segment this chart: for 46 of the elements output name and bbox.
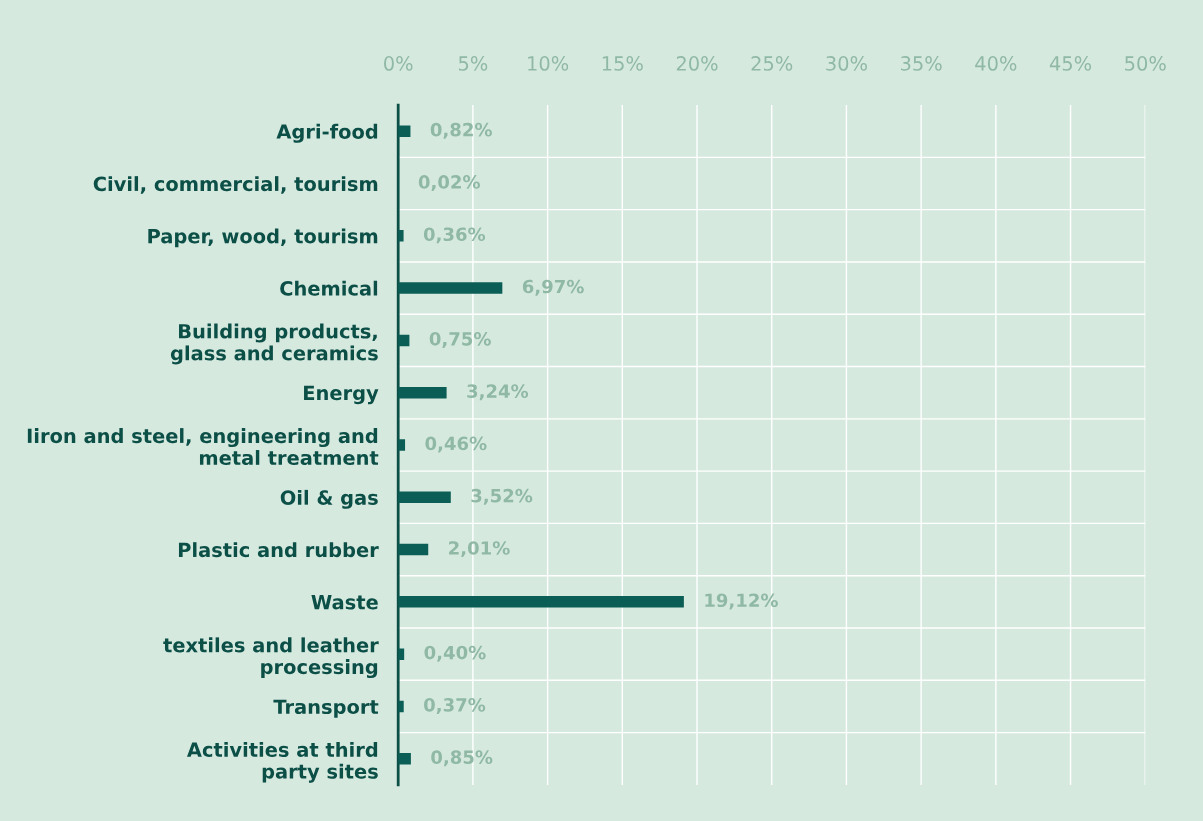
data-label: 3,24% (467, 384, 529, 401)
data-label: 0,46% (425, 436, 487, 453)
data-label: 0,40% (424, 645, 486, 662)
data-label: 3,52% (471, 488, 533, 505)
y-tick-label: Transport (273, 699, 379, 718)
bar (398, 491, 451, 504)
y-tick-label: Iiron and steel, engineering and metal treatment (27, 428, 379, 466)
data-label: 0,75% (429, 331, 491, 348)
x-tick-label: 30% (826, 56, 867, 71)
x-tick-label: 50% (1125, 56, 1166, 71)
data-label: 0,36% (423, 227, 486, 244)
y-tick-label: Agri-food (276, 123, 378, 143)
y-tick-label: Activities at third party sites (186, 741, 378, 783)
x-tick-label: 35% (901, 56, 942, 71)
bar (398, 125, 411, 137)
y-tick-label: Energy (304, 385, 379, 405)
data-label: 19,12% (705, 593, 778, 610)
bar (398, 543, 429, 556)
x-tick-label: 5% (458, 56, 488, 71)
data-label: 0,85% (431, 750, 493, 767)
y-tick-label: Civil, commercial, tourism (93, 176, 378, 194)
bar (398, 439, 406, 451)
bar (398, 596, 684, 608)
x-tick-label: 0% (384, 56, 413, 71)
data-label: 0,82% (430, 122, 492, 139)
x-tick-label: 25% (751, 56, 793, 71)
x-tick-label: 10% (528, 56, 569, 71)
y-tick-label: textiles and leather processing (163, 637, 379, 679)
bar (398, 752, 411, 765)
data-label: 6,97% (522, 279, 584, 296)
y-tick-label: Plastic and rubber (178, 542, 379, 558)
x-tick-label: 15% (602, 56, 643, 71)
x-tick-label: 40% (975, 56, 1017, 71)
bar (398, 230, 404, 242)
x-tick-label: 45% (1049, 56, 1092, 71)
bar (398, 282, 503, 294)
data-label: 2,01% (449, 541, 510, 558)
data-label: 0,37% (424, 698, 486, 714)
y-tick-label: Oil & gas (280, 489, 378, 509)
x-tick-label: 20% (676, 56, 718, 71)
y-tick-label: Building products, glass and ceramics (170, 323, 378, 365)
y-tick-label: Paper, wood, tourism (148, 228, 378, 248)
data-label: 0,02% (418, 175, 480, 192)
bar (398, 386, 447, 399)
y-tick-label: Chemical (280, 280, 378, 296)
y-tick-label: Waste (311, 595, 378, 610)
